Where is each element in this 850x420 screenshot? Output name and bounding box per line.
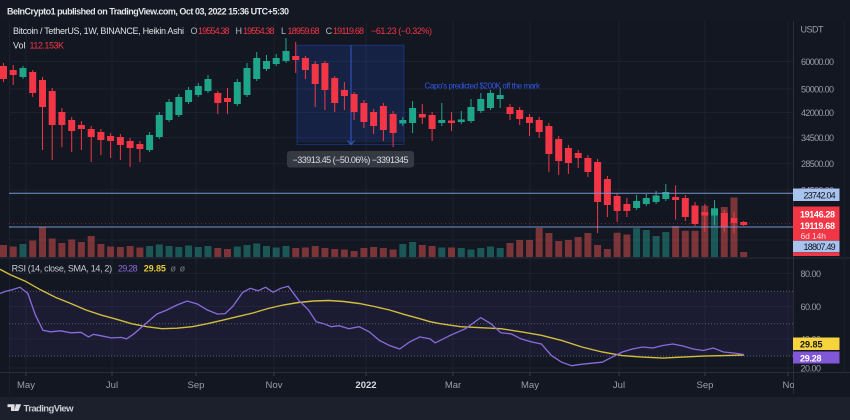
svg-text:19119.68: 19119.68 <box>800 221 835 231</box>
svg-text:19554.38: 19554.38 <box>198 26 230 36</box>
svg-text:L: L <box>281 26 286 36</box>
svg-text:−61.23 (−0.32%): −61.23 (−0.32%) <box>371 26 432 36</box>
svg-text:Sep: Sep <box>697 380 714 391</box>
svg-text:2022: 2022 <box>355 380 376 391</box>
svg-text:USDT: USDT <box>801 25 825 35</box>
svg-text:Vol: Vol <box>13 41 26 51</box>
svg-text:C: C <box>326 26 333 36</box>
svg-text:Sep: Sep <box>188 380 205 391</box>
svg-text:Jul: Jul <box>613 380 625 391</box>
svg-text:Nov: Nov <box>266 380 283 391</box>
svg-text:H: H <box>236 26 243 36</box>
svg-text:23742.04: 23742.04 <box>804 191 836 201</box>
svg-text:29.85: 29.85 <box>800 340 823 350</box>
svg-text:60.00: 60.00 <box>801 302 822 312</box>
svg-text:6d 14h: 6d 14h <box>801 231 827 241</box>
svg-text:Capo's predicted $200K off the: Capo's predicted $200K off the mark <box>425 82 542 91</box>
svg-text:50000.00: 50000.00 <box>801 85 834 95</box>
svg-text:18959.68: 18959.68 <box>288 26 320 36</box>
svg-text:34500.00: 34500.00 <box>801 133 834 143</box>
svg-text:BeInCrypto1 published on Tradi: BeInCrypto1 published on TradingView.com… <box>7 7 289 17</box>
svg-text:TradingView: TradingView <box>24 404 75 415</box>
svg-text:19146.28: 19146.28 <box>800 210 835 220</box>
svg-text:May: May <box>17 380 35 391</box>
svg-text:19554.38: 19554.38 <box>243 26 275 36</box>
svg-text:29.28: 29.28 <box>118 264 138 274</box>
svg-text:28500.00: 28500.00 <box>801 159 834 169</box>
svg-text:18807.49: 18807.49 <box>804 242 836 252</box>
svg-text:19119.68: 19119.68 <box>333 26 364 36</box>
svg-text:Nov: Nov <box>783 380 800 391</box>
svg-text:Jul: Jul <box>106 380 118 391</box>
svg-text:42000.00: 42000.00 <box>801 108 834 118</box>
svg-text:20.00: 20.00 <box>801 364 822 374</box>
svg-text:−33913.45 (−50.06%) −3391345: −33913.45 (−50.06%) −3391345 <box>293 155 409 165</box>
svg-text:ø: ø <box>180 264 186 274</box>
svg-text:ø: ø <box>171 264 177 274</box>
svg-text:60000.00: 60000.00 <box>801 57 834 67</box>
svg-text:29.85: 29.85 <box>144 264 166 274</box>
svg-text:29.28: 29.28 <box>800 353 822 363</box>
svg-text:112.153K: 112.153K <box>30 41 65 51</box>
svg-text:Bitcoin / TetherUS, 1W, BINANC: Bitcoin / TetherUS, 1W, BINANCE, Heikin … <box>13 26 184 36</box>
svg-text:O: O <box>191 26 198 36</box>
svg-text:RSI (14, close, SMA, 14, 2): RSI (14, close, SMA, 14, 2) <box>12 264 113 274</box>
svg-text:Mar: Mar <box>445 380 461 391</box>
svg-text:80.00: 80.00 <box>801 269 822 279</box>
svg-text:May: May <box>521 380 539 391</box>
